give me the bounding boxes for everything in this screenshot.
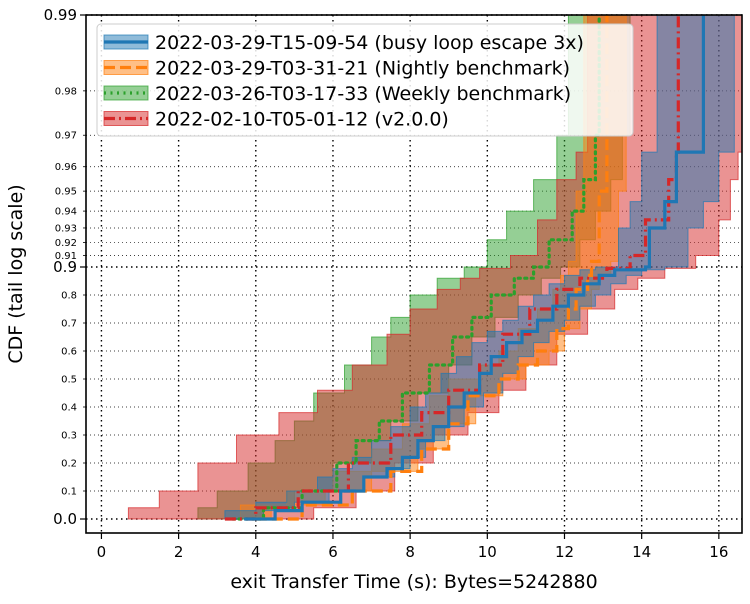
y-minor-tick-label: 0.5 xyxy=(61,375,77,386)
x-tick-label: 4 xyxy=(251,543,261,561)
y-axis-ticks: 0.0 0.9 0.99 0.1 0.2 0.3 0.4 0.5 0.6 0.7 0.8 0.91 0.… xyxy=(44,6,86,528)
x-tick-label: 2 xyxy=(174,543,184,561)
y-tick-label: 0.9 xyxy=(53,258,77,276)
y-minor-tick-label: 0.3 xyxy=(61,431,77,442)
y-minor-tick-label: 0.95 xyxy=(55,187,77,198)
plot-frame xyxy=(85,14,743,534)
x-axis-ticks: 0 2 4 6 8 10 12 14 16 xyxy=(97,533,728,561)
series-1-line xyxy=(255,15,609,521)
x-tick-label: 0 xyxy=(97,543,107,561)
y-minor-tick-label: 0.1 xyxy=(61,487,77,498)
legend-entry-label: 2022-02-10-T05-01-12 (v2.0.0) xyxy=(155,109,449,131)
x-axis-label: exit Transfer Time (s): Bytes=5242880 xyxy=(230,571,597,593)
y-minor-tick-label: 0.4 xyxy=(61,403,77,414)
y-minor-tick-label: 0.93 xyxy=(55,223,77,234)
legend-entry-label: 2022-03-29-T03-31-21 (Nightly benchmark) xyxy=(155,58,570,80)
series-2-line xyxy=(231,15,601,521)
y-minor-tick-label: 0.91 xyxy=(55,251,77,262)
y-minor-tick-label: 0.96 xyxy=(55,162,77,173)
x-tick-label: 6 xyxy=(328,543,338,561)
series-lines xyxy=(224,15,705,521)
series-0-band xyxy=(224,15,742,520)
y-minor-tick-label: 0.2 xyxy=(61,459,77,470)
y-minor-tick-label: 0.94 xyxy=(55,207,77,218)
series-3-line xyxy=(224,15,680,521)
legend-entry-label: 2022-03-29-T15-09-54 (busy loop escape 3… xyxy=(155,32,584,54)
legend-box xyxy=(96,23,634,137)
y-minor-tick-label: 0.7 xyxy=(61,319,77,330)
y-minor-tick-label: 0.8 xyxy=(61,291,77,302)
series-0-line xyxy=(244,15,705,521)
x-tick-label: 16 xyxy=(709,543,728,561)
y-axis-label: CDF (tail log scale) xyxy=(5,184,27,363)
y-minor-tick-label: 0.97 xyxy=(55,131,77,142)
y-tick-label: 0.0 xyxy=(53,510,77,528)
x-tick-label: 14 xyxy=(632,543,651,561)
y-minor-tick-label: 0.92 xyxy=(55,238,77,249)
y-minor-tick-label: 0.6 xyxy=(61,347,77,358)
legend-entry-label: 2022-03-26-T03-17-33 (Weekly benchmark) xyxy=(155,83,571,105)
y-tick-label: 0.99 xyxy=(44,6,77,24)
legend: 2022-03-29-T15-09-54 (busy loop escape 3… xyxy=(96,23,634,137)
y-minor-tick-label: 0.98 xyxy=(55,86,77,97)
x-tick-label: 10 xyxy=(478,543,497,561)
x-tick-label: 12 xyxy=(555,543,574,561)
x-tick-label: 8 xyxy=(405,543,415,561)
